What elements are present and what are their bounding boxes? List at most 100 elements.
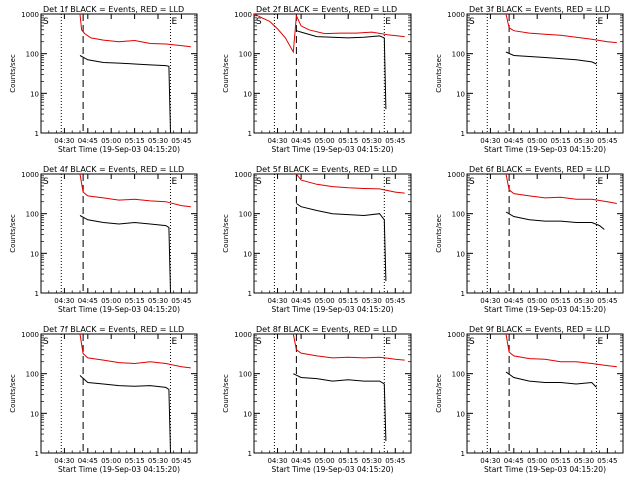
- y-tick-label: 10: [243, 410, 252, 418]
- x-tick-label: 05:00: [315, 457, 335, 465]
- x-tick-label: 05:00: [527, 457, 547, 465]
- y-tick-label: 1000: [21, 171, 39, 179]
- end-marker-e: E: [171, 177, 177, 187]
- series-lld-line: [79, 13, 191, 48]
- panel-det-1: Det 1f BLACK = Events, RED = LLD 1 10 100 10…: [9, 5, 198, 154]
- y-tick-label: 1: [248, 130, 252, 138]
- x-axis-label: Start Time (19-Sep-03 04:15:20): [58, 305, 180, 314]
- y-axis-label: Counts/sec: [222, 374, 230, 413]
- panel-det-9: Det 9f BLACK = Events, RED = LLD 1 10 100 10…: [435, 325, 624, 474]
- x-tick-label: 05:00: [527, 297, 547, 305]
- start-marker-s: S: [256, 337, 262, 347]
- x-tick-label: 05:15: [551, 457, 571, 465]
- y-axis-label: Counts/sec: [9, 54, 17, 93]
- panel-title: Det 7f BLACK = Events, RED = LLD: [43, 325, 184, 334]
- x-tick-label: 04:45: [504, 137, 524, 145]
- x-axis-label: Start Time (19-Sep-03 04:15:20): [272, 305, 394, 314]
- y-tick-label: 100: [452, 51, 465, 59]
- series-events-line: [293, 373, 387, 442]
- series-events-line: [79, 375, 171, 454]
- y-tick-label: 10: [30, 90, 39, 98]
- x-tick-label: 04:45: [291, 297, 311, 305]
- x-tick-label: 05:00: [101, 137, 121, 145]
- x-tick-label: 05:45: [385, 137, 405, 145]
- panel-title: Det 6f BLACK = Events, RED = LLD: [469, 165, 610, 174]
- x-tick-label: 05:15: [338, 457, 358, 465]
- y-tick-label: 10: [30, 250, 39, 258]
- end-marker-e: E: [385, 337, 391, 347]
- x-tick-label: 05:30: [574, 297, 594, 305]
- y-tick-label: 100: [239, 211, 252, 219]
- plot-frame: [466, 173, 624, 294]
- x-axis-label: Start Time (19-Sep-03 04:15:20): [484, 465, 606, 474]
- x-tick-label: 05:15: [551, 297, 571, 305]
- start-marker-s: S: [43, 17, 49, 27]
- series-events-line: [505, 371, 597, 388]
- y-tick-label: 1: [35, 130, 39, 138]
- x-tick-label: 04:30: [480, 297, 500, 305]
- x-tick-label: 05:30: [574, 137, 594, 145]
- x-tick-label: 05:45: [597, 297, 617, 305]
- x-tick-label: 05:00: [101, 297, 121, 305]
- y-tick-label: 10: [30, 410, 39, 418]
- plot-frame: [253, 333, 412, 454]
- x-tick-label: 05:00: [315, 137, 335, 145]
- y-axis-label: Counts/sec: [222, 214, 230, 253]
- y-tick-label: 100: [239, 371, 252, 379]
- series-events-line: [505, 51, 597, 65]
- x-tick-label: 04:30: [54, 137, 74, 145]
- y-tick-label: 1000: [447, 331, 465, 339]
- x-tick-label: 04:45: [78, 457, 98, 465]
- y-tick-label: 1000: [447, 11, 465, 19]
- y-tick-label: 1: [461, 290, 465, 298]
- panel-det-2: Det 2f BLACK = Events, RED = LLD 1 10 100 10…: [222, 5, 412, 154]
- plot-frame: [466, 13, 624, 134]
- plot-frame: [253, 173, 412, 294]
- series-lld-line: [505, 173, 617, 204]
- panel-title: Det 3f BLACK = Events, RED = LLD: [469, 5, 610, 14]
- y-tick-label: 100: [26, 51, 39, 59]
- end-marker-e: E: [171, 17, 177, 27]
- x-tick-label: 04:30: [267, 457, 287, 465]
- series-events-line: [79, 215, 171, 294]
- y-tick-label: 1000: [234, 171, 252, 179]
- x-tick-label: 04:30: [480, 457, 500, 465]
- x-tick-label: 04:45: [78, 137, 98, 145]
- series-lld-line: [292, 333, 405, 361]
- y-tick-label: 1: [248, 290, 252, 298]
- y-axis-label: Counts/sec: [9, 214, 17, 253]
- y-tick-label: 1: [35, 450, 39, 458]
- y-tick-label: 1: [461, 450, 465, 458]
- start-marker-s: S: [469, 17, 475, 27]
- x-tick-label: 05:15: [551, 137, 571, 145]
- x-tick-label: 05:00: [101, 457, 121, 465]
- series-events-line: [79, 55, 171, 134]
- x-tick-label: 05:15: [338, 137, 358, 145]
- x-tick-label: 05:45: [385, 457, 405, 465]
- series-events-line: [296, 30, 387, 110]
- start-marker-s: S: [43, 177, 49, 187]
- y-tick-label: 10: [243, 250, 252, 258]
- panel-det-6: Det 6f BLACK = Events, RED = LLD 1 10 100 10…: [435, 165, 624, 314]
- panel-title: Det 8f BLACK = Events, RED = LLD: [256, 325, 397, 334]
- series-lld-line: [79, 173, 191, 208]
- panel-det-7: Det 7f BLACK = Events, RED = LLD 1 10 100 10…: [9, 325, 198, 474]
- panel-title: Det 5f BLACK = Events, RED = LLD: [256, 165, 397, 174]
- y-tick-label: 10: [456, 250, 465, 258]
- end-marker-e: E: [171, 337, 177, 347]
- series-lld-line: [505, 13, 617, 44]
- x-axis-label: Start Time (19-Sep-03 04:15:20): [272, 145, 394, 154]
- y-tick-label: 100: [452, 211, 465, 219]
- y-tick-label: 100: [26, 371, 39, 379]
- start-marker-s: S: [256, 17, 262, 27]
- plot-frame: [466, 333, 624, 454]
- y-axis-label: Counts/sec: [435, 374, 443, 413]
- series-lld-line: [505, 333, 617, 368]
- panel-title: Det 2f BLACK = Events, RED = LLD: [256, 5, 397, 14]
- end-marker-e: E: [597, 337, 603, 347]
- y-tick-label: 1000: [21, 11, 39, 19]
- panel-det-4: Det 4f BLACK = Events, RED = LLD 1 10 100 10…: [9, 165, 198, 314]
- end-marker-e: E: [385, 177, 391, 187]
- x-tick-label: 04:45: [504, 297, 524, 305]
